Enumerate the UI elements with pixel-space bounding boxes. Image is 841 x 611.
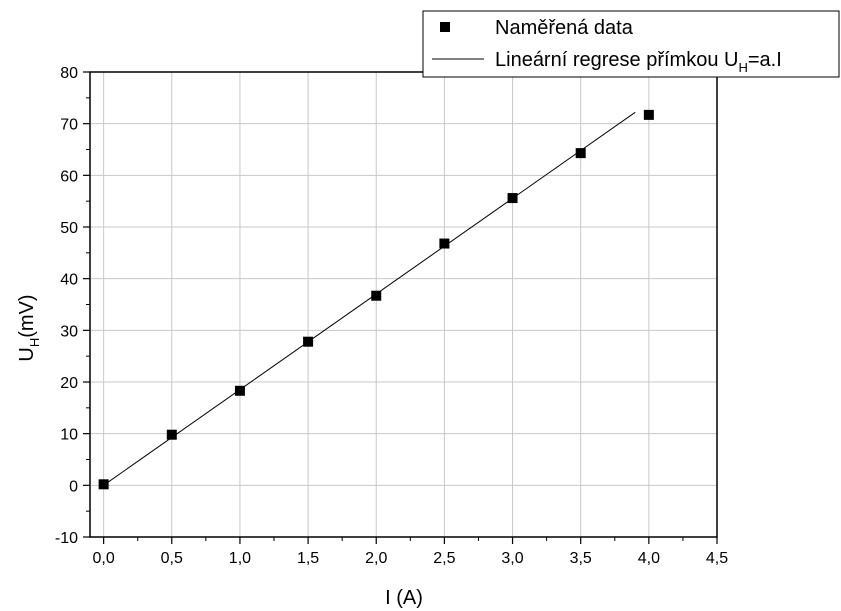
data-point — [234, 385, 245, 396]
y-axis-title-sub: H — [27, 338, 42, 347]
data-point — [371, 290, 382, 301]
data-point — [507, 193, 518, 204]
y-tick-label: 50 — [60, 220, 78, 237]
x-tick-label: 4,0 — [638, 550, 660, 567]
svg-text:UH(mV): UH(mV) — [16, 294, 42, 361]
y-tick-label: 30 — [60, 323, 78, 340]
y-axis-title: UH(mV) — [16, 294, 42, 361]
data-point — [98, 479, 109, 490]
x-tick-label: 2,5 — [433, 550, 455, 567]
y-tick-label: 70 — [60, 117, 78, 134]
x-tick-label: 0,5 — [161, 550, 183, 567]
legend-box — [422, 10, 840, 78]
data-points-layer — [98, 109, 654, 490]
data-point — [303, 336, 314, 347]
y-tick-label: 60 — [60, 168, 78, 185]
x-tick-label: 0,0 — [93, 550, 115, 567]
y-tick-label: -10 — [55, 530, 78, 547]
data-point — [439, 238, 450, 249]
y-tick-label: 20 — [60, 375, 78, 392]
legend-regression-main: Lineární regrese přímkou U — [495, 49, 738, 71]
y-tick-label: 10 — [60, 427, 78, 444]
axes-layer: 0,0 0,5 1,0 1,5 2,0 2,5 3,0 3,5 4,0 4,5 -10 0 10 20 30… — [55, 65, 728, 567]
y-tick-label: 0 — [69, 478, 78, 495]
x-tick-label: 4,5 — [706, 550, 728, 567]
data-point — [575, 148, 586, 159]
y-tick-label: 80 — [60, 65, 78, 82]
x-tick-label: 3,5 — [570, 550, 592, 567]
legend-label-regression: Lineární regrese přímkou UH=a.I — [495, 49, 782, 75]
x-tick-label: 1,0 — [229, 550, 251, 567]
plot-frame — [89, 71, 718, 538]
data-point — [166, 429, 177, 440]
legend-label-data: Naměřená data — [495, 17, 634, 39]
legend-marker-square — [440, 22, 450, 32]
y-tick-label: 40 — [60, 272, 78, 289]
x-tick-label: 1,5 — [297, 550, 319, 567]
grid-layer — [90, 72, 717, 537]
legend: Naměřená data Lineární regrese přímkou U… — [422, 10, 840, 78]
legend-regression-tail: =a.I — [748, 49, 782, 71]
x-axis-title: I (A) — [385, 587, 423, 609]
regression-line — [103, 111, 636, 486]
regression-line-layer — [103, 111, 636, 486]
data-point — [643, 109, 654, 120]
y-axis-title-unit: (mV) — [16, 294, 38, 337]
legend-regression-sub: H — [738, 60, 747, 75]
x-tick-label: 3,0 — [501, 550, 523, 567]
y-axis-title-main: U — [16, 347, 38, 361]
x-tick-label: 2,0 — [365, 550, 387, 567]
